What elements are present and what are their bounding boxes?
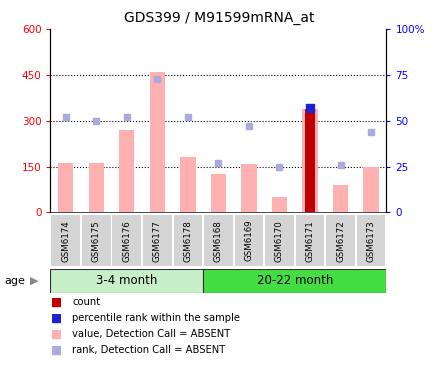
Text: GSM6177: GSM6177 <box>152 220 162 262</box>
Point <box>306 105 313 111</box>
Bar <box>88 163 104 212</box>
Text: ■: ■ <box>50 295 61 309</box>
Text: age: age <box>4 276 25 286</box>
Bar <box>265 215 293 266</box>
Bar <box>332 185 347 212</box>
Bar <box>304 109 314 212</box>
Bar <box>58 164 73 212</box>
Text: GSM6176: GSM6176 <box>122 220 131 262</box>
Text: ■: ■ <box>50 311 61 325</box>
Bar <box>203 269 385 293</box>
Point <box>214 160 221 166</box>
Bar <box>112 215 141 266</box>
Text: GDS399 / M91599mRNA_at: GDS399 / M91599mRNA_at <box>124 11 314 25</box>
Bar <box>50 269 203 293</box>
Text: rank, Detection Call = ABSENT: rank, Detection Call = ABSENT <box>72 345 225 355</box>
Text: 3-4 month: 3-4 month <box>96 274 157 287</box>
Point <box>92 118 99 124</box>
Bar <box>325 215 354 266</box>
Text: GSM6171: GSM6171 <box>305 220 314 262</box>
Point <box>367 129 374 135</box>
Bar <box>82 215 110 266</box>
Bar <box>51 215 80 266</box>
Point <box>245 123 252 129</box>
Point <box>153 76 160 82</box>
Text: GSM6173: GSM6173 <box>366 220 374 262</box>
Text: ■: ■ <box>50 344 61 357</box>
Point <box>184 114 191 120</box>
Point <box>123 114 130 120</box>
Text: GSM6175: GSM6175 <box>92 220 101 262</box>
Bar <box>180 157 195 212</box>
Bar <box>363 167 378 212</box>
Text: ▶: ▶ <box>30 276 38 286</box>
Bar <box>204 215 232 266</box>
Bar <box>119 130 134 212</box>
Bar <box>149 72 165 212</box>
Text: value, Detection Call = ABSENT: value, Detection Call = ABSENT <box>72 329 230 339</box>
Bar <box>173 215 202 266</box>
Bar <box>271 197 286 212</box>
Bar <box>143 215 171 266</box>
Bar <box>302 109 317 212</box>
Point <box>276 164 283 169</box>
Text: 20-22 month: 20-22 month <box>256 274 332 287</box>
Bar <box>210 174 226 212</box>
Text: percentile rank within the sample: percentile rank within the sample <box>72 313 240 323</box>
Bar <box>295 215 324 266</box>
Bar <box>356 215 385 266</box>
Text: ■: ■ <box>50 328 61 341</box>
Text: GSM6169: GSM6169 <box>244 220 253 261</box>
Point <box>62 114 69 120</box>
Text: GSM6174: GSM6174 <box>61 220 70 262</box>
Text: GSM6178: GSM6178 <box>183 220 192 262</box>
Text: GSM6168: GSM6168 <box>213 220 223 262</box>
Bar <box>241 164 256 212</box>
Text: GSM6170: GSM6170 <box>274 220 283 262</box>
Bar <box>234 215 263 266</box>
Text: count: count <box>72 297 100 307</box>
Point <box>336 162 343 168</box>
Text: GSM6172: GSM6172 <box>335 220 344 262</box>
